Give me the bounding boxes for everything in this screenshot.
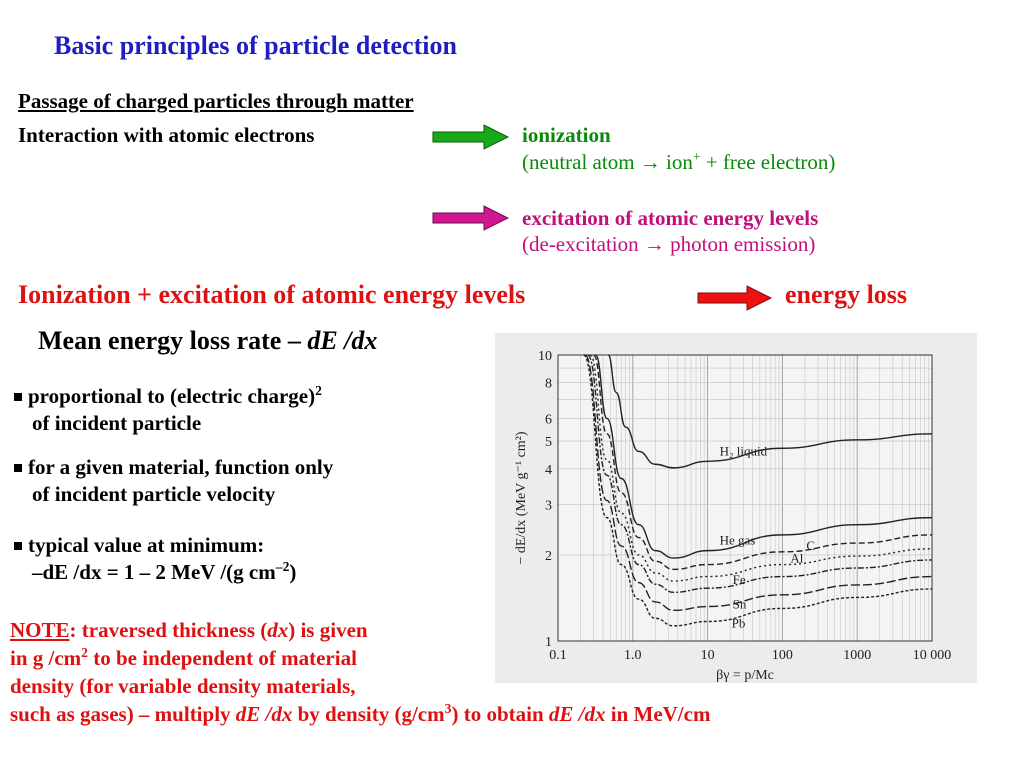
series-line-5 <box>584 354 933 612</box>
series-label-3: Al <box>790 551 803 566</box>
red-arrow-icon <box>697 285 773 311</box>
magenta-arrow-icon <box>432 205 510 231</box>
series-line-6 <box>582 354 933 627</box>
plot-frame <box>557 354 933 642</box>
y-axis-label: − dE/dx (MeV g⁻¹ cm²) <box>514 431 529 564</box>
green-arrow-icon <box>432 124 510 150</box>
series-label-1: He gas <box>720 533 756 548</box>
series-line-0 <box>607 354 933 469</box>
series-label-2: C <box>806 538 815 553</box>
ionization-label: ionization <box>522 123 611 147</box>
bullet-charge: proportional to (electric charge)2 of in… <box>10 383 322 437</box>
x-axis-label: βγ = p/Mc <box>716 668 774 683</box>
series-label-4: Fe <box>733 572 746 587</box>
headline-right: energy loss <box>785 280 908 309</box>
interaction-text: Interaction with atomic electrons <box>18 123 315 147</box>
series-label-5: Sn <box>733 597 747 612</box>
y-tick-label: 4 <box>545 463 552 478</box>
note-block: NOTE: traversed thickness (dx) is given … <box>10 618 711 726</box>
series-label-6: Pb <box>732 615 746 630</box>
y-tick-label: 6 <box>545 412 552 427</box>
note-word: NOTE <box>10 618 70 642</box>
x-tick-label: 10 000 <box>913 648 952 663</box>
x-tick-label: 1000 <box>843 648 871 663</box>
x-tick-label: 0.1 <box>549 648 567 663</box>
series-line-2 <box>593 354 933 571</box>
ionization-description: (neutral atom → ion+ + free electron) <box>522 149 836 174</box>
y-tick-label: 10 <box>538 349 552 364</box>
page-title: Basic principles of particle detection <box>54 31 457 60</box>
y-tick-label: 5 <box>545 435 552 450</box>
y-tick-label: 2 <box>545 549 552 564</box>
y-tick-label: 1 <box>545 635 552 650</box>
headline-left: Ionization + excitation of atomic energy… <box>18 280 526 309</box>
x-tick-label: 100 <box>772 648 793 663</box>
y-tick-label: 8 <box>545 377 552 392</box>
bullet-velocity: for a given material, function only of i… <box>10 454 333 508</box>
bullet-minimum: typical value at minimum: –dE /dx = 1 – … <box>10 532 296 586</box>
energy-loss-chart: 0.1 1.0 10 100 1000 10 000 1 2 3 4 5 6 8 10 βγ = p/Mc −… <box>495 333 977 683</box>
x-tick-label: 10 <box>701 648 715 663</box>
series-line-1 <box>595 354 933 559</box>
y-tick-label: 3 <box>545 499 552 514</box>
excitation-label: excitation of atomic energy levels <box>522 206 819 230</box>
passage-heading: Passage of charged particles through mat… <box>18 89 414 113</box>
series-line-4 <box>587 354 933 594</box>
mean-rate-heading: Mean energy loss rate – dE /dx <box>38 326 378 355</box>
excitation-description: (de-excitation → photon emission) <box>522 232 816 256</box>
series-label-0: H₂ liquid <box>720 443 768 458</box>
x-tick-label: 1.0 <box>624 648 642 663</box>
